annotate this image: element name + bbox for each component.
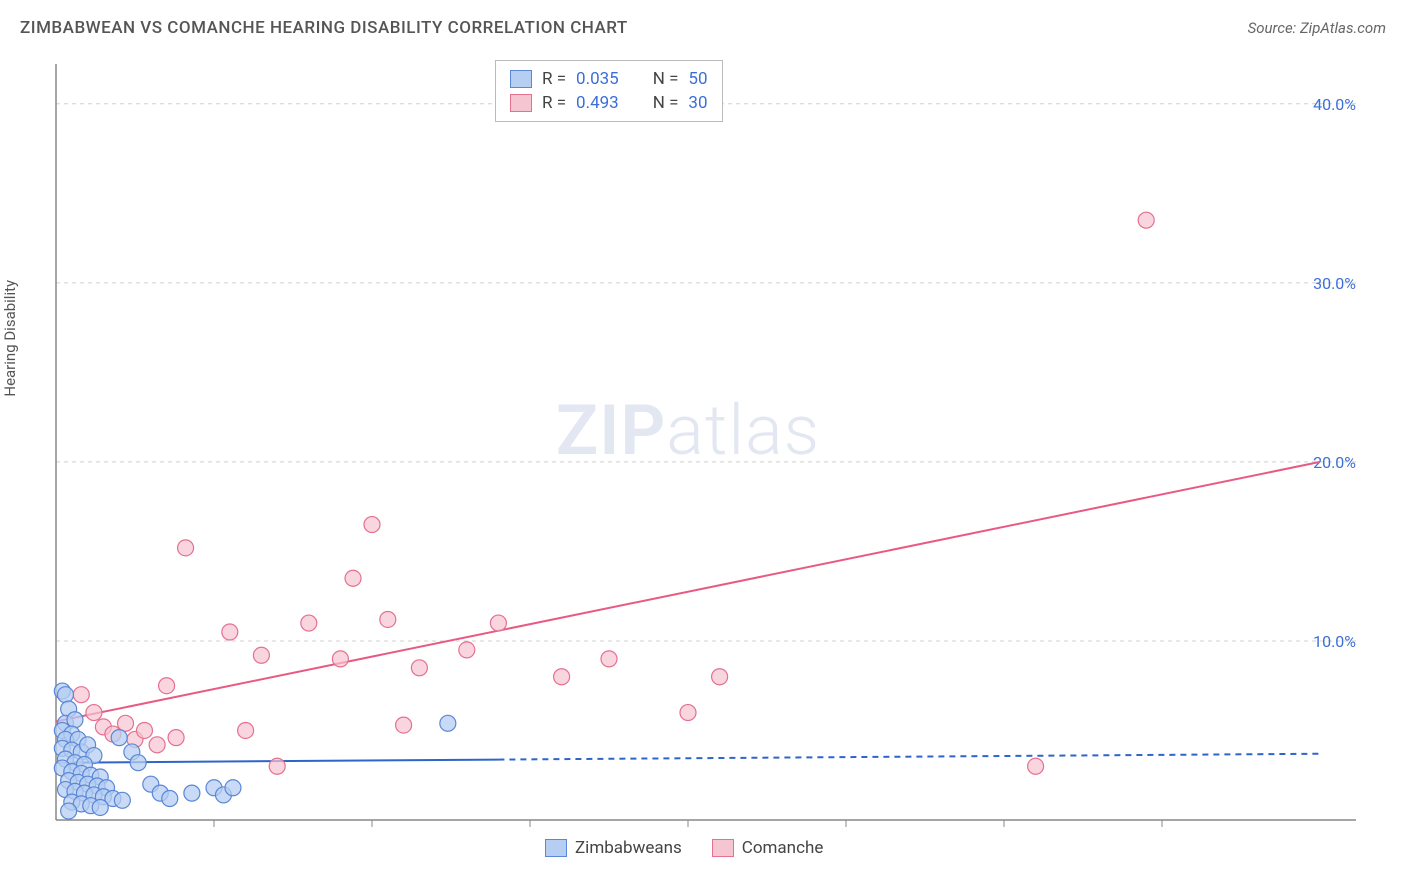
data-point xyxy=(114,792,130,808)
data-point xyxy=(712,669,728,685)
n-value: 50 xyxy=(688,69,707,89)
chart-source: Source: ZipAtlas.com xyxy=(1248,19,1386,37)
data-point xyxy=(86,705,102,721)
x-tick-label: 0.0% xyxy=(52,829,86,830)
plot-svg: ZIPatlas10.0%20.0%30.0%40.0%0.0%40.0% xyxy=(50,60,1360,830)
data-point xyxy=(73,687,89,703)
data-point xyxy=(184,785,200,801)
data-point xyxy=(440,715,456,731)
data-point xyxy=(680,705,696,721)
header-row: ZIMBABWEAN VS COMANCHE HEARING DISABILIT… xyxy=(20,18,1386,38)
data-point xyxy=(269,758,285,774)
n-value: 30 xyxy=(688,93,707,113)
data-point xyxy=(162,791,178,807)
data-point xyxy=(1028,758,1044,774)
scatter-plot: ZIPatlas10.0%20.0%30.0%40.0%0.0%40.0% xyxy=(50,60,1360,830)
x-tick-label: 40.0% xyxy=(1313,829,1356,830)
data-point xyxy=(149,737,165,753)
legend-swatch xyxy=(510,94,532,112)
legend-correlation-box: R = 0.035 N = 50 R = 0.493 N = 30 xyxy=(495,60,723,122)
watermark: ZIPatlas xyxy=(556,390,820,472)
y-axis-label: Hearing Disability xyxy=(1,280,19,397)
chart-title: ZIMBABWEAN VS COMANCHE HEARING DISABILIT… xyxy=(20,18,628,38)
legend-stat-row: R = 0.035 N = 50 xyxy=(510,67,708,91)
data-point xyxy=(168,730,184,746)
legend-swatch xyxy=(712,839,734,857)
y-tick-label: 10.0% xyxy=(1313,632,1356,651)
data-point xyxy=(222,624,238,640)
data-point xyxy=(92,799,108,815)
data-point xyxy=(225,780,241,796)
data-point xyxy=(118,715,134,731)
legend-item: Comanche xyxy=(712,838,824,858)
legend-item: Zimbabweans xyxy=(545,838,682,858)
data-point xyxy=(67,712,83,728)
y-tick-label: 40.0% xyxy=(1313,95,1356,114)
data-point xyxy=(178,540,194,556)
trend-line-extrapolated xyxy=(498,754,1320,760)
data-point xyxy=(130,755,146,771)
r-value: 0.035 xyxy=(576,69,619,89)
data-point xyxy=(459,642,475,658)
data-point xyxy=(238,722,254,738)
data-point xyxy=(554,669,570,685)
data-point xyxy=(61,803,77,819)
legend-label: Zimbabweans xyxy=(575,838,682,858)
trend-line xyxy=(56,462,1320,722)
data-point xyxy=(301,615,317,631)
data-point xyxy=(345,570,361,586)
data-point xyxy=(396,717,412,733)
r-value: 0.493 xyxy=(576,93,619,113)
legend-series: Zimbabweans Comanche xyxy=(545,838,823,858)
data-point xyxy=(601,651,617,667)
data-point xyxy=(111,730,127,746)
n-label: N = xyxy=(653,69,679,89)
r-label: R = xyxy=(542,69,566,89)
data-point xyxy=(159,678,175,694)
data-point xyxy=(490,615,506,631)
data-point xyxy=(380,611,396,627)
r-label: R = xyxy=(542,93,566,113)
legend-label: Comanche xyxy=(742,838,824,858)
data-point xyxy=(1138,212,1154,228)
data-point xyxy=(253,647,269,663)
y-tick-label: 30.0% xyxy=(1313,274,1356,293)
data-point xyxy=(332,651,348,667)
data-point xyxy=(57,687,73,703)
n-label: N = xyxy=(653,93,679,113)
legend-stat-row: R = 0.493 N = 30 xyxy=(510,91,708,115)
legend-swatch xyxy=(545,839,567,857)
data-point xyxy=(136,722,152,738)
legend-swatch xyxy=(510,70,532,88)
data-point xyxy=(364,517,380,533)
data-point xyxy=(411,660,427,676)
